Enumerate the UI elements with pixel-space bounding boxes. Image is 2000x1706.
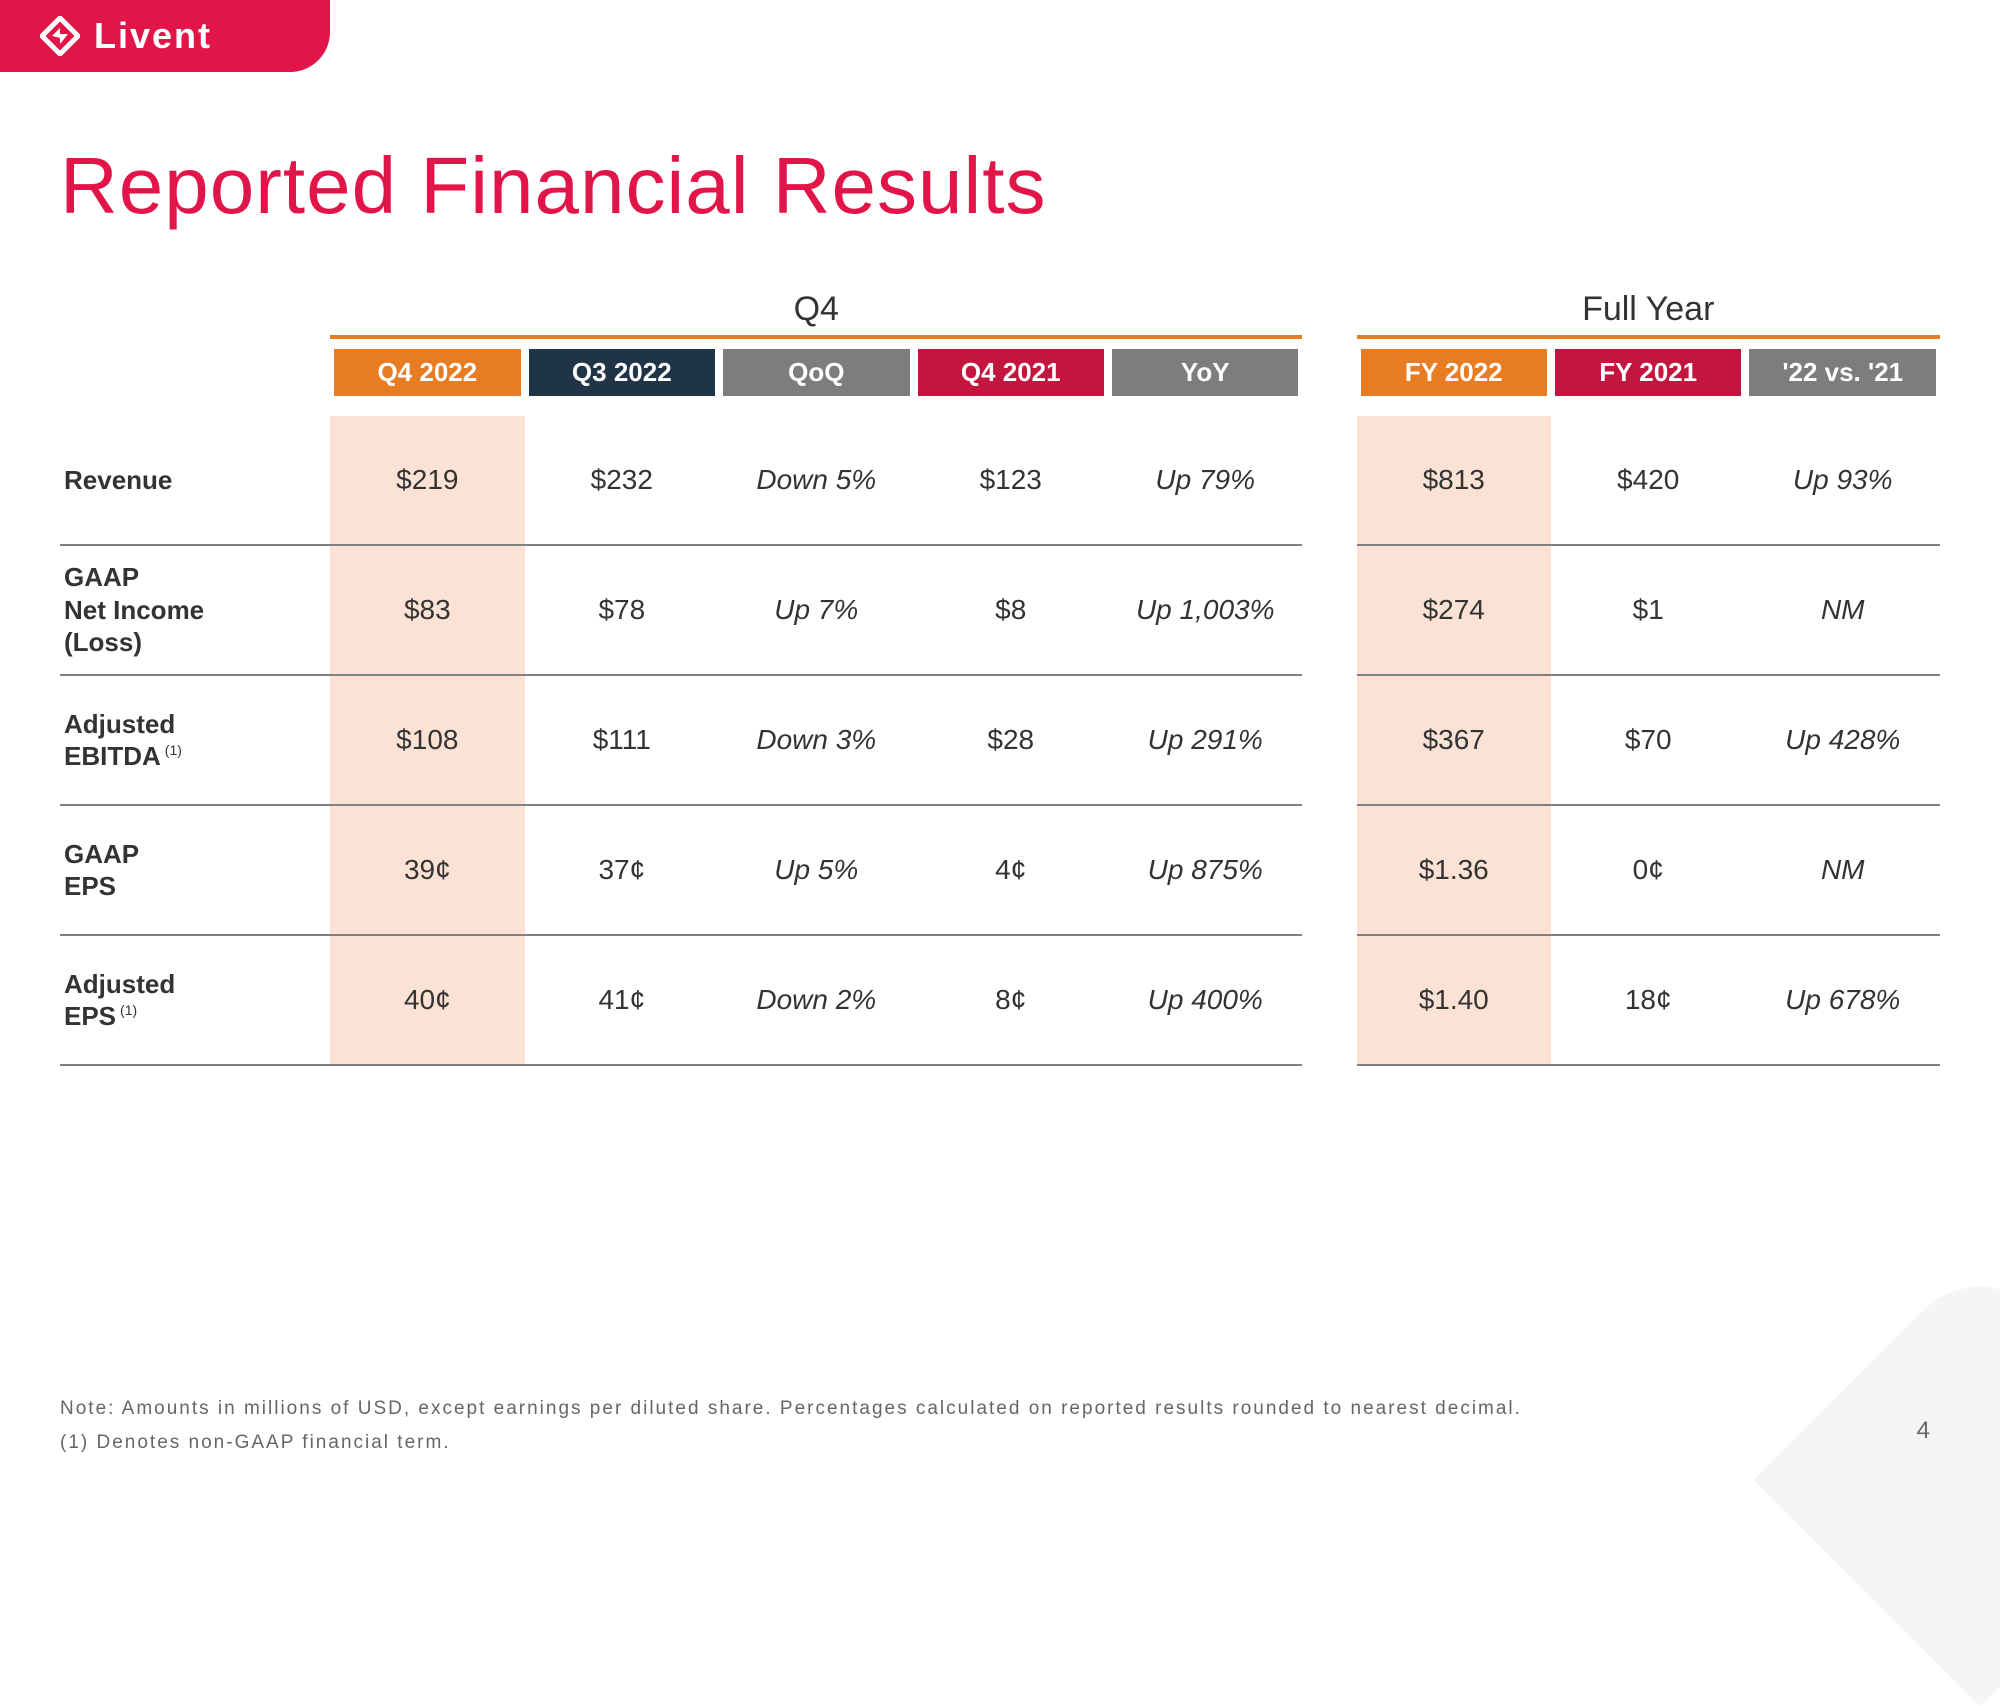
cell: NM xyxy=(1745,806,1940,936)
cell: Up 1,003% xyxy=(1108,546,1303,676)
cell: Down 3% xyxy=(719,676,913,806)
col-q4-3: Q4 2021 xyxy=(918,349,1104,396)
cell: $1.40 xyxy=(1357,936,1551,1066)
page-title: Reported Financial Results xyxy=(60,140,1046,232)
note-line-1: Note: Amounts in millions of USD, except… xyxy=(60,1392,1522,1426)
table-row: GAAPEPS39¢37¢Up 5%4¢Up 875% $1.360¢NM xyxy=(60,806,1940,936)
cell: Up 7% xyxy=(719,546,913,676)
cell: 39¢ xyxy=(330,806,524,936)
cell: Up 5% xyxy=(719,806,913,936)
brand-name: Livent xyxy=(94,15,212,57)
cell: $420 xyxy=(1551,416,1745,546)
cell: 40¢ xyxy=(330,936,524,1066)
col-q4-2: QoQ xyxy=(723,349,909,396)
col-fy-2: '22 vs. '21 xyxy=(1749,349,1936,396)
cell: 8¢ xyxy=(914,936,1108,1066)
col-q4-4: YoY xyxy=(1112,349,1299,396)
cell: 41¢ xyxy=(525,936,719,1066)
cell: Up 678% xyxy=(1745,936,1940,1066)
cell: $83 xyxy=(330,546,524,676)
section-q4-label: Q4 xyxy=(330,290,1302,335)
brand-tab: Livent xyxy=(0,0,330,72)
row-label: AdjustedEPS(1) xyxy=(60,936,330,1066)
cell: Up 400% xyxy=(1108,936,1303,1066)
cell: $232 xyxy=(525,416,719,546)
footer-notes: Note: Amounts in millions of USD, except… xyxy=(60,1392,1522,1460)
page-number: 4 xyxy=(1917,1417,1930,1445)
cell: Up 428% xyxy=(1745,676,1940,806)
cell: $123 xyxy=(914,416,1108,546)
cell: Up 875% xyxy=(1108,806,1303,936)
financials-table: Q4 Full Year Q4 2022 Q3 2022 QoQ Q4 2021… xyxy=(60,290,1940,1066)
row-label: Revenue xyxy=(60,416,330,546)
cell: 4¢ xyxy=(914,806,1108,936)
col-fy-1: FY 2021 xyxy=(1555,349,1741,396)
cell: $367 xyxy=(1357,676,1551,806)
cell: Down 2% xyxy=(719,936,913,1066)
table-row: Revenue$219$232Down 5%$123Up 79% $813$420… xyxy=(60,416,1940,546)
cell: $78 xyxy=(525,546,719,676)
cell: 37¢ xyxy=(525,806,719,936)
cell: NM xyxy=(1745,546,1940,676)
table-row: GAAPNet Income(Loss)$83$78Up 7%$8Up 1,00… xyxy=(60,546,1940,676)
note-line-2: (1) Denotes non-GAAP financial term. xyxy=(60,1426,1522,1460)
cell: $219 xyxy=(330,416,524,546)
col-q4-1: Q3 2022 xyxy=(529,349,715,396)
cell: 18¢ xyxy=(1551,936,1745,1066)
cell: $813 xyxy=(1357,416,1551,546)
col-q4-0: Q4 2022 xyxy=(334,349,520,396)
cell: $111 xyxy=(525,676,719,806)
row-label: GAAPNet Income(Loss) xyxy=(60,546,330,676)
cell: $70 xyxy=(1551,676,1745,806)
cell: $8 xyxy=(914,546,1108,676)
cell: Up 79% xyxy=(1108,416,1303,546)
section-fy-label: Full Year xyxy=(1357,290,1941,335)
cell: 0¢ xyxy=(1551,806,1745,936)
brand-logo-icon xyxy=(40,16,80,56)
cell: $1 xyxy=(1551,546,1745,676)
cell: $1.36 xyxy=(1357,806,1551,936)
table-row: AdjustedEBITDA(1)$108$111Down 3%$28Up 29… xyxy=(60,676,1940,806)
cell: $28 xyxy=(914,676,1108,806)
row-label: GAAPEPS xyxy=(60,806,330,936)
cell: Up 93% xyxy=(1745,416,1940,546)
column-header-row: Q4 2022 Q3 2022 QoQ Q4 2021 YoY FY 2022 … xyxy=(60,349,1940,396)
col-fy-0: FY 2022 xyxy=(1361,349,1547,396)
cell: $274 xyxy=(1357,546,1551,676)
section-header-row: Q4 Full Year xyxy=(60,290,1940,335)
cell: Down 5% xyxy=(719,416,913,546)
cell: Up 291% xyxy=(1108,676,1303,806)
table-row: AdjustedEPS(1)40¢41¢Down 2%8¢Up 400% $1.4… xyxy=(60,936,1940,1066)
row-label: AdjustedEBITDA(1) xyxy=(60,676,330,806)
corner-accent xyxy=(1754,1254,2000,1706)
cell: $108 xyxy=(330,676,524,806)
